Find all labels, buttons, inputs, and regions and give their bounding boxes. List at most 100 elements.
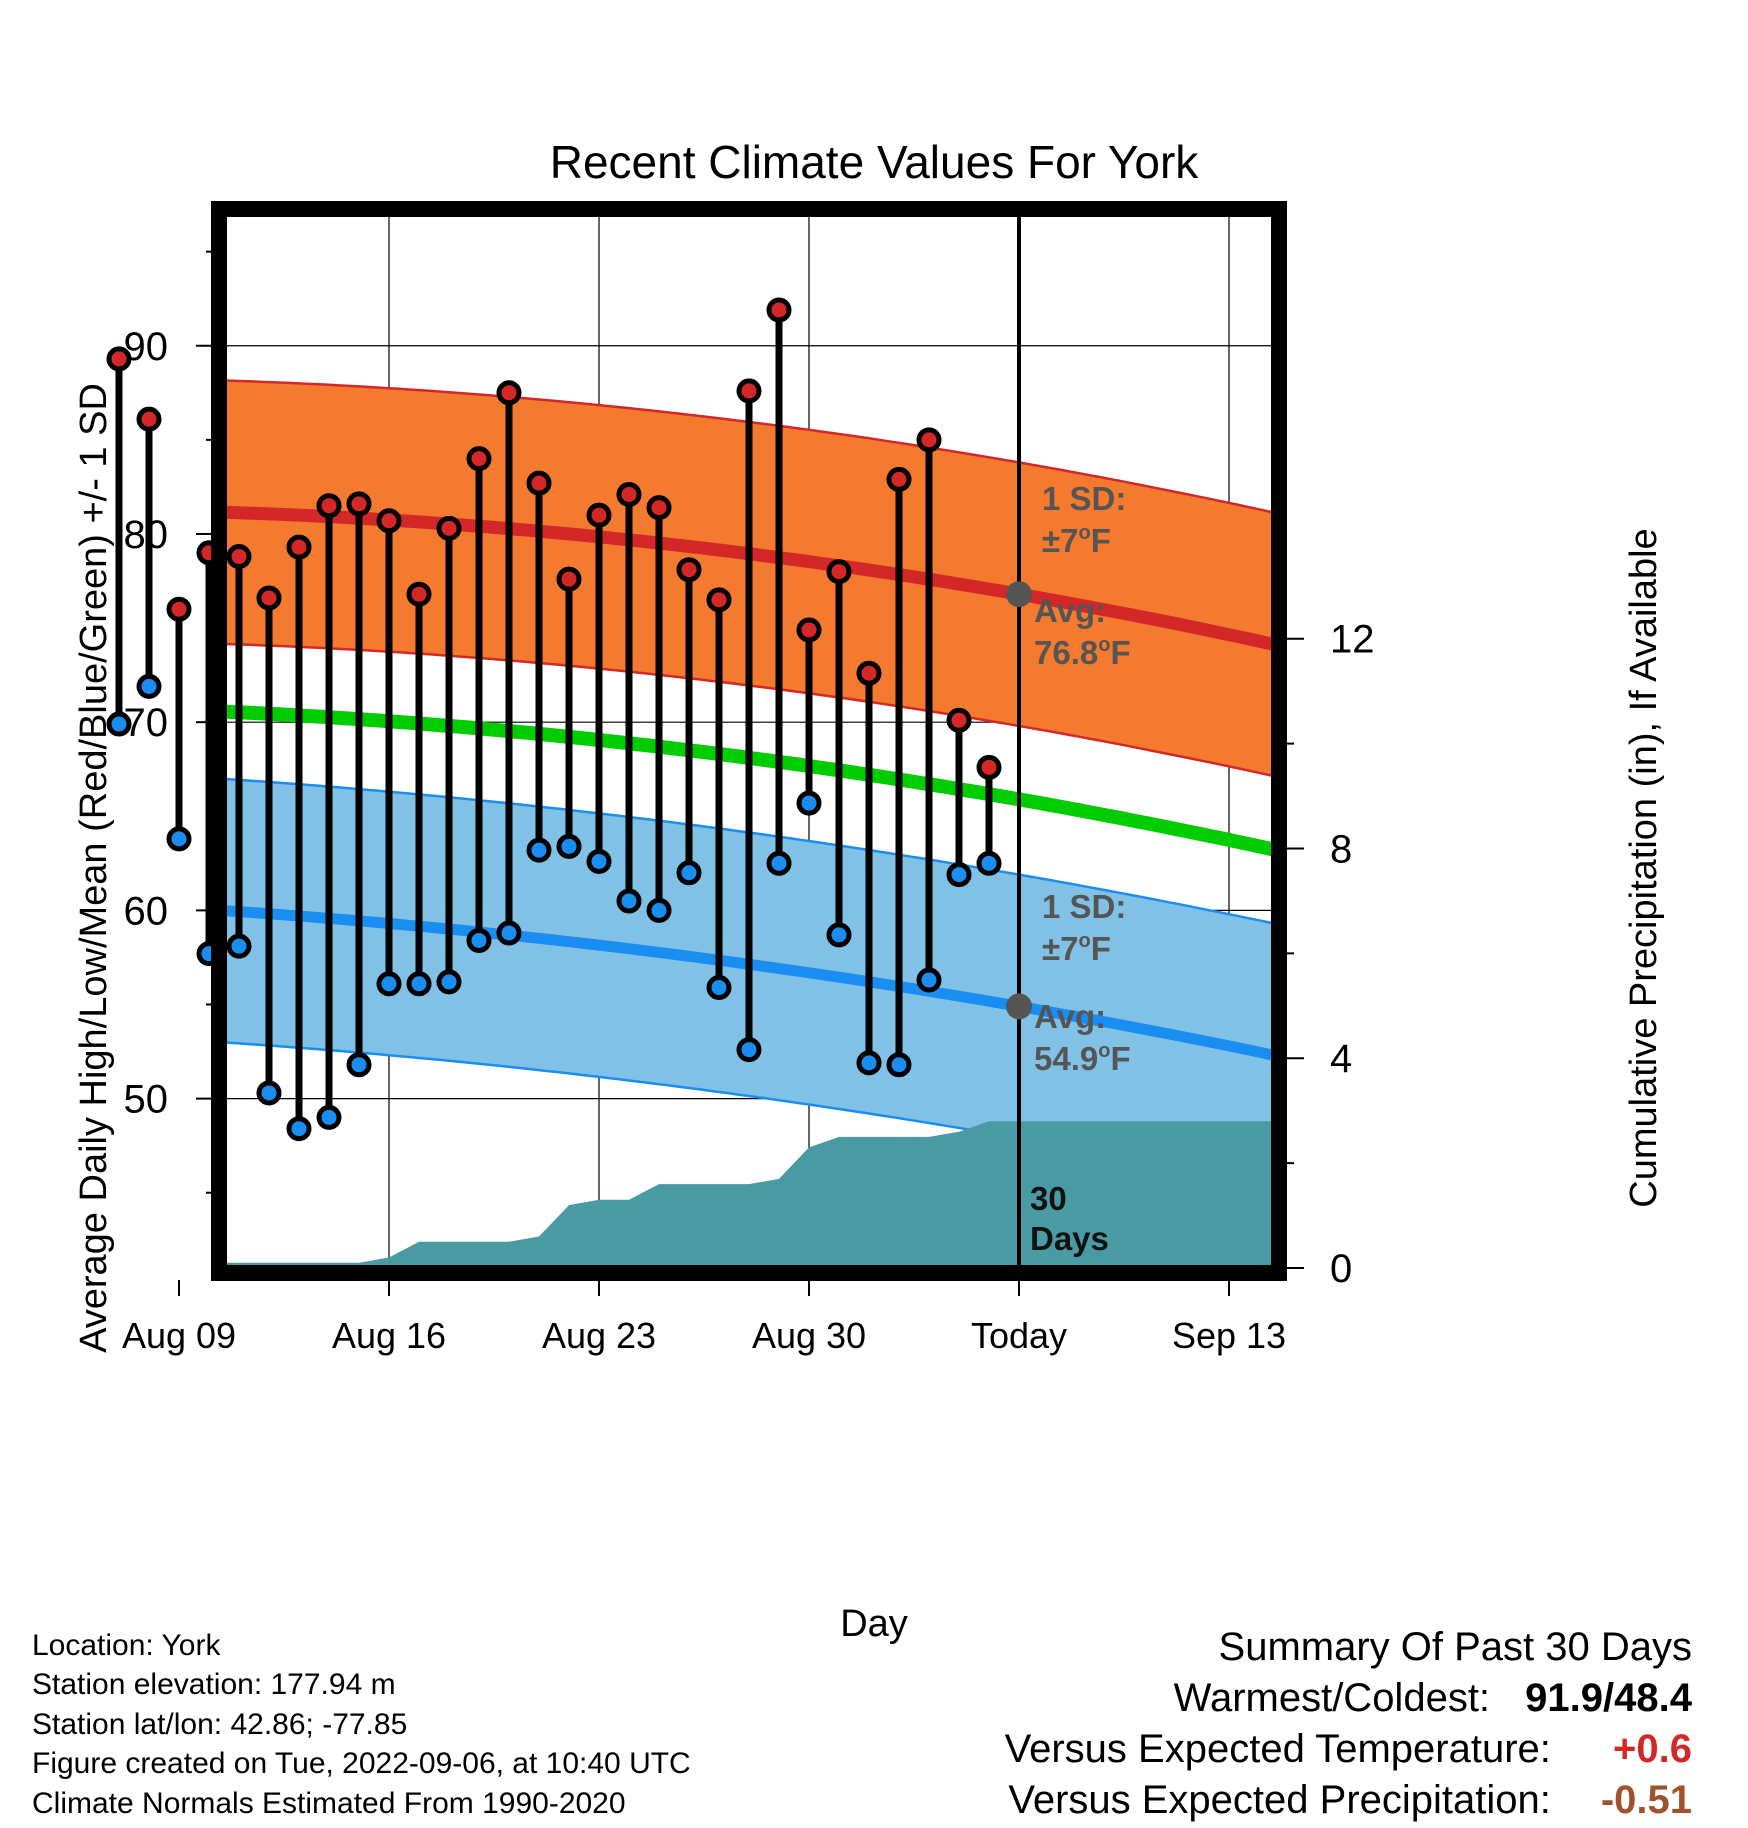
daily-low-point <box>796 790 822 816</box>
y-axis-right-label: Cumulative Precipitation (in), If Availa… <box>1623 528 1665 1207</box>
normal-mean-line <box>224 704 1274 857</box>
daily-low-point <box>706 975 732 1001</box>
daily-low-point <box>676 860 702 886</box>
low-avg-label-line2: 54.9oF <box>1034 1040 1131 1077</box>
daily-high-point <box>586 502 612 528</box>
daily-high-point <box>616 481 642 507</box>
daily-low-point <box>736 1037 762 1063</box>
daily-high-point <box>106 346 132 372</box>
y-right-tick-label: 12 <box>1330 618 1375 662</box>
y-right-tick-label: 4 <box>1330 1037 1352 1081</box>
daily-high-point <box>136 406 162 432</box>
daily-low-point <box>136 673 162 699</box>
daily-high-point <box>766 297 792 323</box>
y-axis-left-label: Average Daily High/Low/Mean (Red/Blue/Gr… <box>73 383 115 1353</box>
today-low-avg-marker <box>1006 993 1032 1020</box>
daily-high-point <box>736 378 762 404</box>
daily-low-point <box>826 922 852 948</box>
cumulative-precip-area <box>224 1121 1274 1268</box>
x-tick-label: Aug 30 <box>752 1315 866 1356</box>
daily-high-point <box>166 596 192 622</box>
daily-low-point <box>226 933 252 959</box>
high-avg-label-line1: Avg: <box>1034 592 1106 629</box>
elevation-text: Station elevation: 177.94 m <box>32 1668 396 1702</box>
x-tick-label: Aug 16 <box>332 1315 446 1356</box>
y-right-tick-label: 0 <box>1330 1247 1352 1291</box>
y-left-tick-label: 80 <box>124 513 169 557</box>
low-sd-label-line1: 1 SD: <box>1042 888 1126 925</box>
daily-low-point <box>856 1050 882 1076</box>
chart-title: Recent Climate Values For York <box>550 136 1200 188</box>
created-text: Figure created on Tue, 2022-09-06, at 10… <box>32 1747 691 1781</box>
daily-high-point <box>556 566 582 592</box>
warmest-value: 91.9/48.4 <box>1525 1676 1692 1720</box>
daily-high-point <box>376 508 402 534</box>
daily-low-point <box>256 1080 282 1106</box>
window-label-line1: 30 <box>1030 1180 1067 1217</box>
y-left-tick-label: 60 <box>124 889 169 933</box>
warmest-label: Warmest/Coldest: <box>1173 1676 1491 1720</box>
daily-low-point <box>946 862 972 888</box>
normals-text: Climate Normals Estimated From 1990-2020 <box>32 1786 626 1820</box>
y-right-tick-label: 8 <box>1330 827 1352 871</box>
daily-high-point <box>286 534 312 560</box>
summary-warmest-row: Warmest/Coldest: 91.9/48.4 <box>1005 1673 1692 1724</box>
x-tick-label: Today <box>971 1315 1067 1356</box>
y-left-tick-label: 70 <box>124 701 169 745</box>
daily-low-point <box>496 920 522 946</box>
high-sd-label-line2: ±7oF <box>1042 522 1111 559</box>
high-sd-label-line1: 1 SD: <box>1042 480 1126 517</box>
location-text: Location: York <box>32 1629 221 1662</box>
daily-high-point <box>496 380 522 406</box>
daily-high-point <box>706 587 732 613</box>
daily-low-point <box>646 897 672 923</box>
daily-high-point <box>646 495 672 521</box>
normal-low-line <box>224 905 1274 1061</box>
daily-high-point <box>316 493 342 519</box>
summary-precip-row: Versus Expected Precipitation: -0.51 <box>1005 1775 1692 1826</box>
x-axis-label: Day <box>840 1603 908 1645</box>
today-high-avg-marker <box>1006 581 1032 608</box>
daily-low-point <box>406 971 432 997</box>
daily-high-point <box>796 617 822 643</box>
normal-high-line <box>224 505 1274 652</box>
x-tick-label: Aug 09 <box>122 1315 236 1356</box>
daily-high-point <box>346 491 372 517</box>
high-avg-label-line2: 76.8oF <box>1034 634 1131 671</box>
daily-high-point <box>226 544 252 570</box>
summary-title: Summary Of Past 30 Days <box>1218 1625 1692 1669</box>
window-label-line2: Days <box>1030 1220 1109 1257</box>
daily-low-point <box>556 833 582 859</box>
daily-high-point <box>436 515 462 541</box>
x-tick-label: Aug 23 <box>542 1315 656 1356</box>
daily-high-point <box>676 557 702 583</box>
daily-low-point <box>106 711 132 737</box>
x-tick-label: Sep 13 <box>1172 1315 1286 1356</box>
summary-temp-row: Versus Expected Temperature: +0.6 <box>1005 1724 1692 1775</box>
daily-high-point <box>916 427 942 453</box>
daily-high-point <box>976 754 1002 780</box>
daily-low-point <box>886 1052 912 1078</box>
y-left-tick-label: 50 <box>124 1078 169 1122</box>
precip-value: -0.51 <box>1600 1778 1692 1822</box>
daily-low-point <box>436 969 462 995</box>
high-sd-band <box>224 380 1274 777</box>
temp-value: +0.6 <box>1613 1727 1692 1771</box>
daily-low-point <box>916 967 942 993</box>
daily-low-point <box>316 1104 342 1130</box>
daily-high-point <box>256 585 282 611</box>
daily-low-point <box>766 850 792 876</box>
daily-high-point <box>946 707 972 733</box>
daily-low-point <box>346 1052 372 1078</box>
daily-high-point <box>406 581 432 607</box>
daily-low-point <box>286 1116 312 1142</box>
daily-high-point <box>856 660 882 686</box>
plot-frame <box>211 201 1287 1281</box>
high-sd-band-lower-edge <box>224 642 1274 778</box>
daily-low-point <box>586 848 612 874</box>
summary-panel: Summary Of Past 30 Days Warmest/Coldest:… <box>1005 1622 1692 1826</box>
low-sd-label-line2: ±7oF <box>1042 930 1111 967</box>
low-avg-label-line1: Avg: <box>1034 998 1106 1035</box>
precip-label: Versus Expected Precipitation: <box>1008 1778 1551 1822</box>
